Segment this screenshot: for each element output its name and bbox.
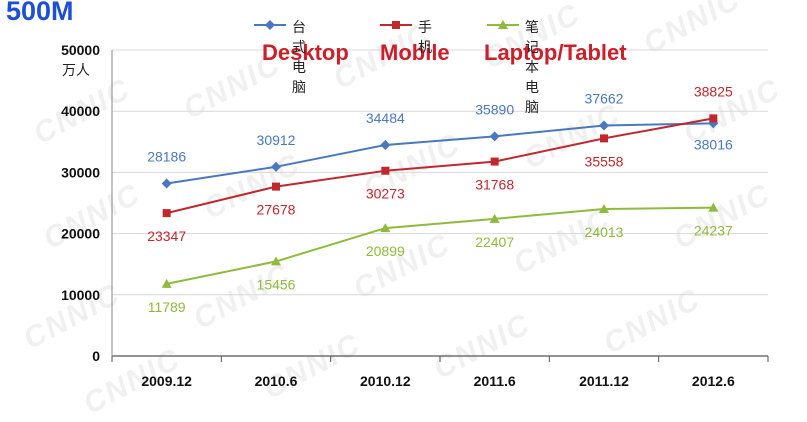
legend-label-desktop: 台式电脑 [292,20,306,96]
x-tick-label: 2010.12 [360,373,411,389]
data-point-laptop [271,256,281,266]
legend-laptop-triangle-icon [487,20,519,29]
x-tick-label: 2011.12 [579,373,629,389]
data-point-laptop [708,202,719,212]
data-label-desktop: 30912 [257,132,296,148]
series-line-desktop [166,122,714,185]
data-point-mobile [709,114,718,123]
legend-mobile-square-icon [380,21,412,29]
data-point-desktop [271,161,281,172]
x-tick-label: 2011.6 [474,373,516,389]
english-label-desktop: Desktop [262,40,349,65]
data-point-mobile [600,134,608,143]
data-label-laptop: 11789 [148,299,186,315]
data-label-mobile: 27678 [257,202,296,218]
legend-label-laptop: 笔记本电脑 [525,20,539,116]
data-label-laptop: 15456 [257,276,296,292]
data-point-desktop [380,139,391,150]
data-label-laptop: 24237 [694,223,733,239]
legend-desktop-diamond-icon [254,20,286,30]
data-label-desktop: 34484 [366,110,405,126]
data-point-mobile [381,166,390,175]
data-point-laptop [161,278,172,288]
line-chart: 0 10000 20000 30000 40000 50000 2009.12 2010.6 2… [61,42,769,389]
y-tick-label: 30000 [61,164,100,180]
data-point-laptop [489,213,500,223]
unit-cn-label: 万人 [62,63,90,79]
data-label-mobile: 31768 [475,177,514,193]
y-tick-label: 50000 [61,42,100,58]
data-point-desktop [161,178,172,189]
english-label-mobile: Mobile [380,40,450,65]
series-line-laptop [166,206,714,285]
data-point-desktop [489,131,500,142]
legend-label-mobile: 手机 [418,20,432,56]
data-label-mobile: 30273 [366,186,405,202]
x-tick-label: 2012.6 [692,373,735,389]
data-point-laptop [599,204,609,214]
unit-big-label: 500M [6,0,74,26]
series-line-mobile [166,117,714,215]
data-label-desktop: 35890 [475,101,514,117]
data-label-mobile: 23347 [147,228,186,244]
data-label-mobile: 38825 [694,83,733,99]
x-tick-label: 2009.12 [141,373,192,389]
y-tick-label: 0 [92,348,100,364]
data-label-desktop: 38016 [694,136,733,152]
data-point-desktop [599,120,609,131]
data-label-desktop: 37662 [585,91,624,107]
chart-stage: CNNIC CNNIC CNNIC CNNIC CNNIC CNNIC CNNIC CNNIC… [6,0,786,421]
english-label-laptop: Laptop/Tablet [484,40,627,65]
data-point-laptop [380,223,391,233]
data-point-mobile [490,157,499,166]
x-tick-label: 2010.6 [255,373,298,389]
data-label-laptop: 22407 [475,234,514,250]
y-tick-label: 10000 [61,287,100,303]
data-point-mobile [272,182,280,191]
data-label-laptop: 24013 [585,224,624,240]
y-tick-label: 40000 [61,103,100,119]
y-tick-label: 20000 [61,226,100,242]
data-label-mobile: 35558 [585,153,624,169]
data-point-mobile [162,209,171,218]
data-label-laptop: 20899 [366,243,405,259]
data-label-desktop: 28186 [147,149,186,165]
